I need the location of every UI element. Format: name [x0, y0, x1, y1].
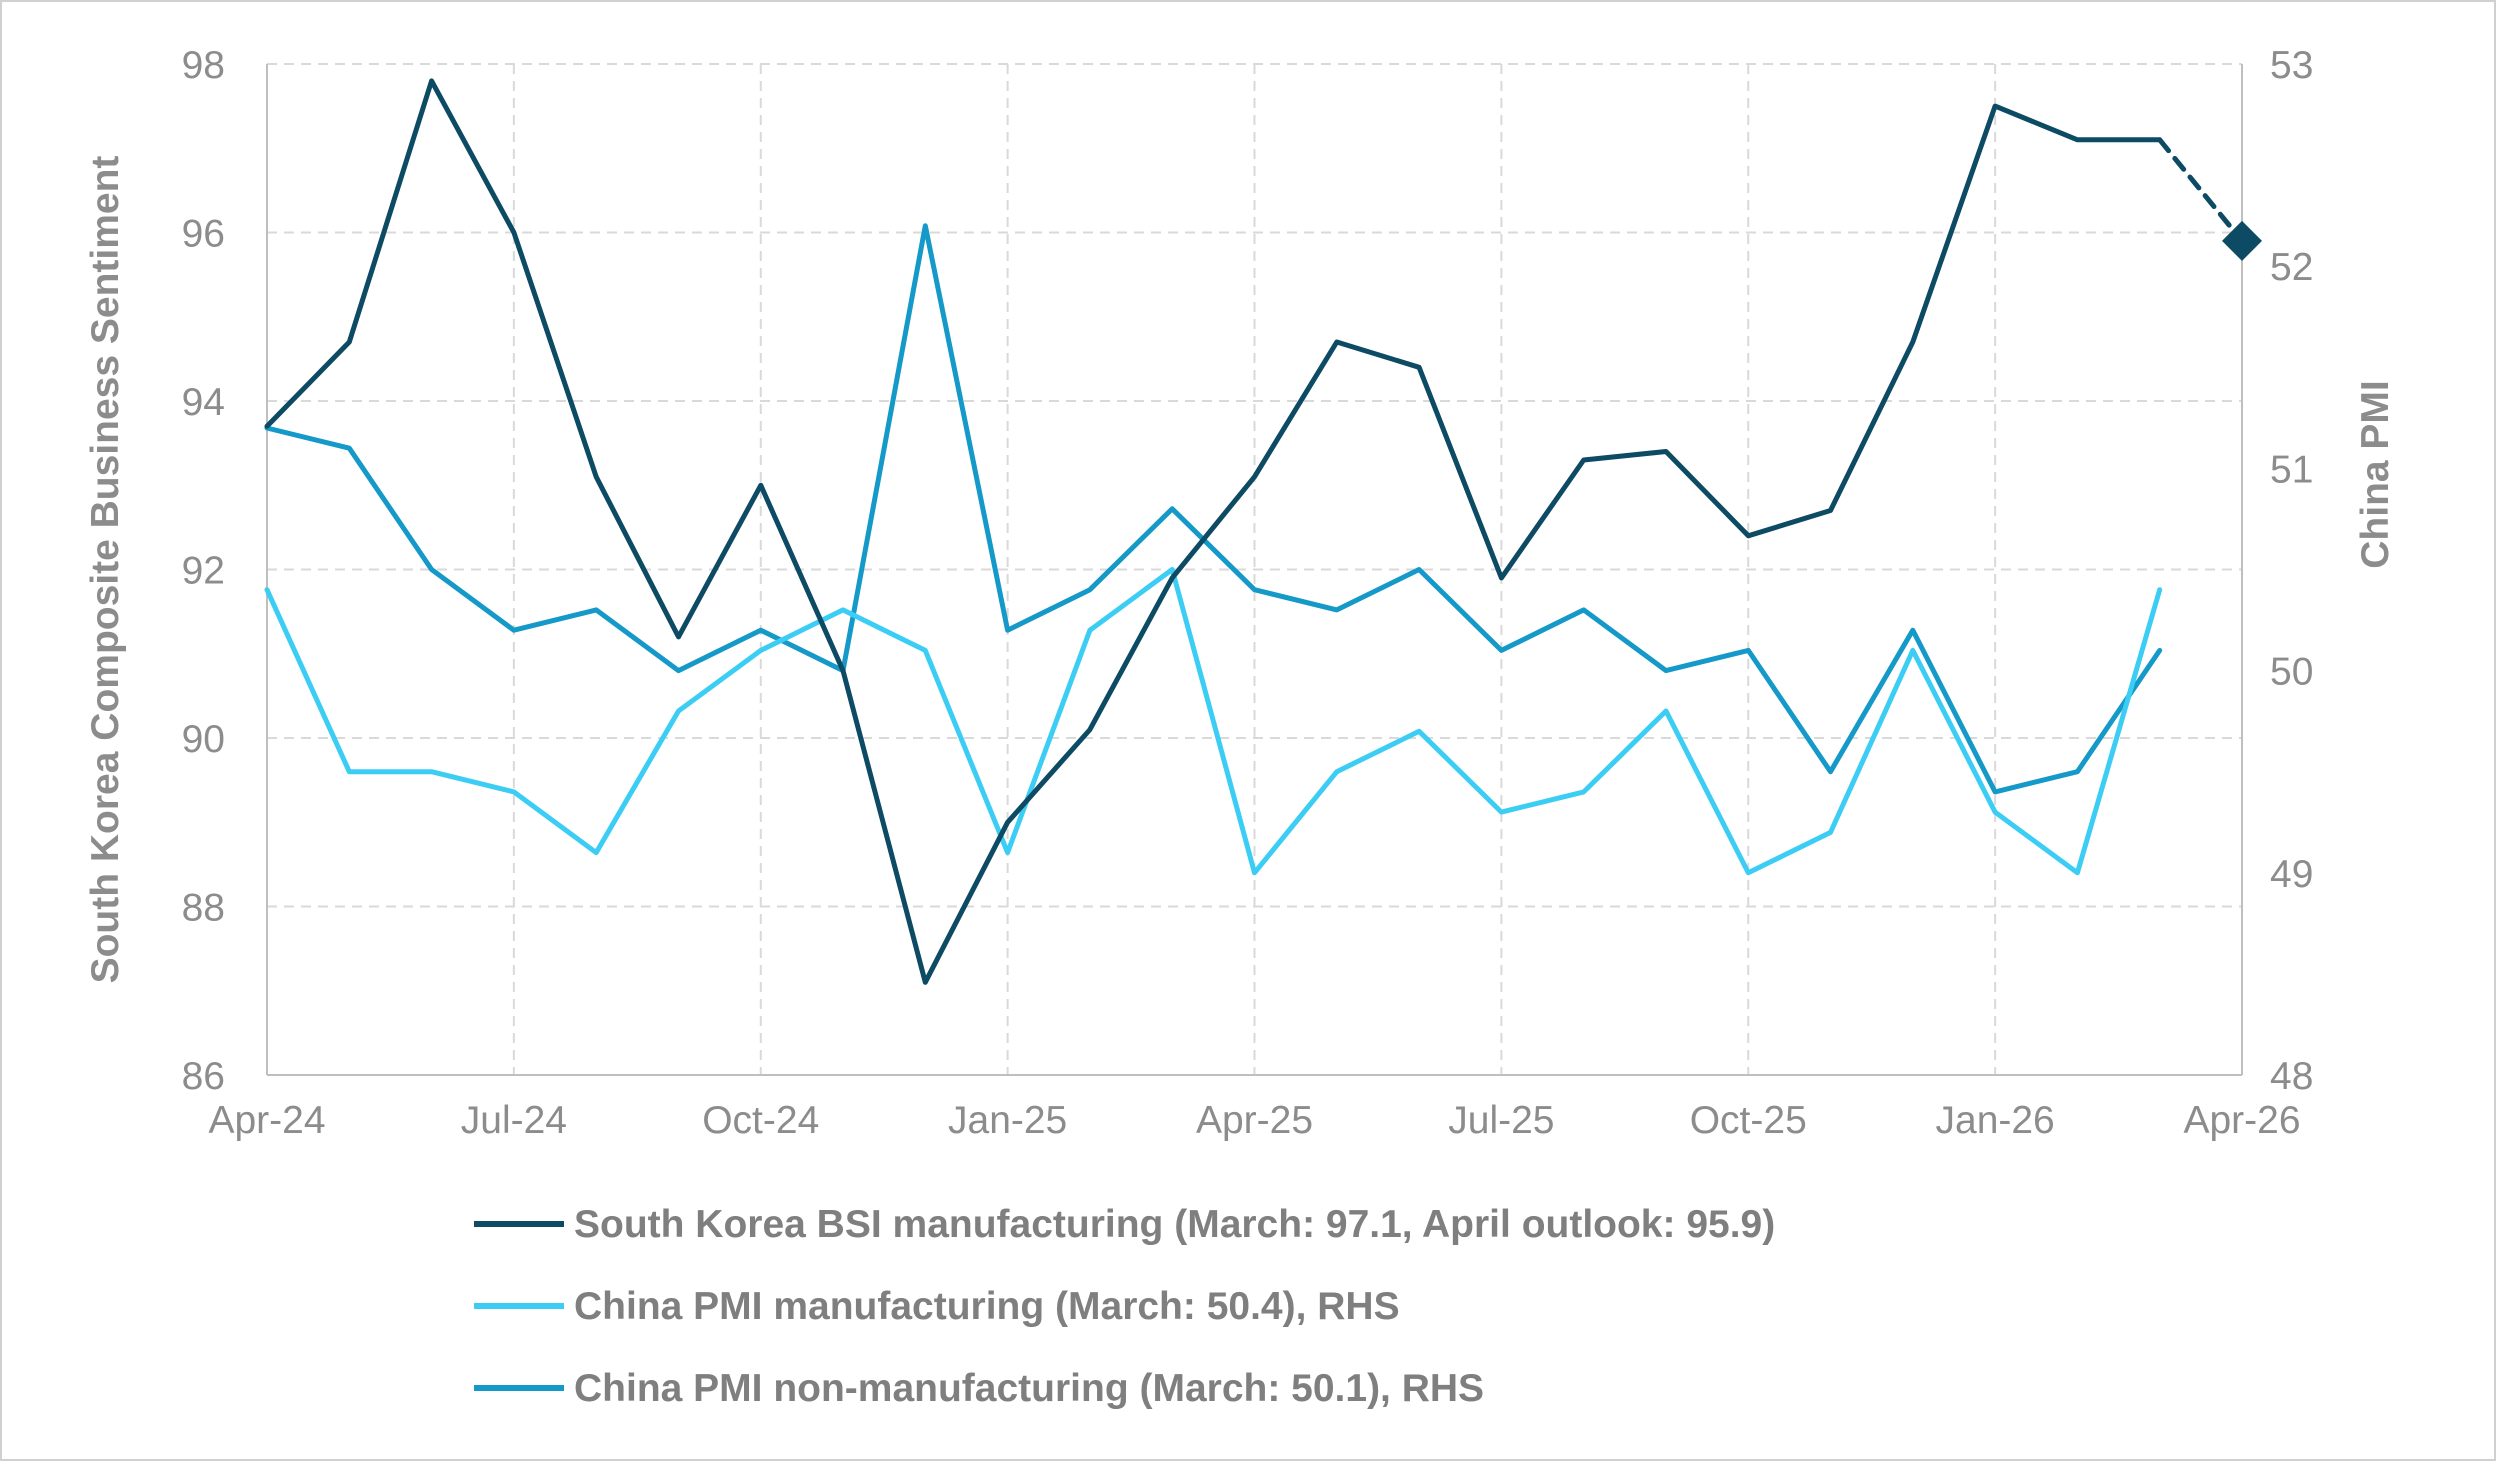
y-tick-label-right: 49	[2270, 853, 2313, 896]
x-tick-label: Oct-25	[1690, 1099, 1807, 1142]
y-tick-label-left: 96	[182, 213, 225, 256]
legend: South Korea BSI manufacturing (March: 97…	[474, 1203, 1775, 1410]
legend-label-2: China PMI manufacturing (March: 50.4), R…	[574, 1285, 1400, 1328]
y-axis-right-title: China PMI	[2354, 380, 2397, 569]
series-line-3	[264, 223, 2163, 795]
x-tick-label: Jul-24	[461, 1099, 567, 1142]
x-tick-label: Jul-25	[1448, 1099, 1554, 1142]
y-tick-label-left: 98	[182, 44, 225, 87]
series-line-1	[264, 78, 2163, 985]
x-tick-label: Oct-24	[702, 1099, 819, 1142]
x-tick-label: Apr-25	[1196, 1099, 1313, 1142]
y-tick-label-left: 92	[182, 550, 225, 593]
y-tick-label-left: 90	[182, 718, 225, 761]
y-tick-label-right: 48	[2270, 1055, 2313, 1098]
y-tick-label-right: 53	[2270, 44, 2313, 87]
x-tick-label: Jan-25	[948, 1099, 1067, 1142]
series-lines	[264, 78, 2262, 985]
outlook-dashed-line	[2157, 137, 2245, 244]
series-line-2	[264, 567, 2163, 876]
y-tick-label-right: 50	[2270, 651, 2313, 694]
legend-label-1: South Korea BSI manufacturing (March: 97…	[574, 1203, 1775, 1246]
axes: Apr-24 Jul-24 Oct-24 Jan-25 Apr-25 Jul-25 Oct-…	[84, 44, 2397, 1142]
x-tick-label: Apr-26	[2183, 1099, 2300, 1142]
y-axis-left-title: South Korea Composite Business Sentiment	[84, 156, 127, 984]
y-tick-label-left: 86	[182, 1055, 225, 1098]
y-tick-label-right: 52	[2270, 246, 2313, 289]
x-tick-label: Apr-24	[208, 1099, 325, 1142]
legend-label-3: China PMI non-manufacturing (March: 50.1…	[574, 1367, 1484, 1410]
y-tick-label-left: 94	[182, 381, 225, 424]
gridlines	[266, 63, 2243, 1076]
x-tick-label: Jan-26	[1936, 1099, 2055, 1142]
y-tick-label-left: 88	[182, 887, 225, 930]
y-tick-label-right: 51	[2270, 448, 2313, 491]
outlook-diamond-marker	[2222, 220, 2262, 261]
